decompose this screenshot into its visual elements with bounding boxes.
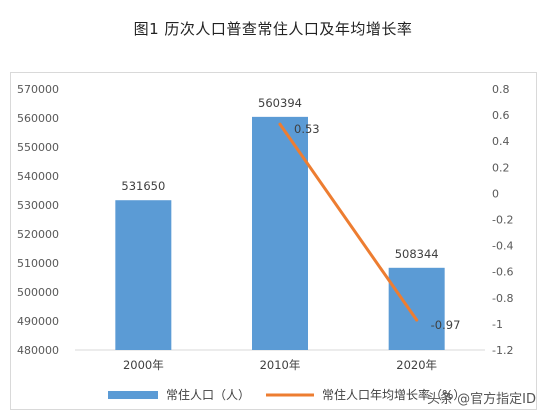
chart-frame <box>10 72 537 410</box>
y-right-tick-label: 0.6 <box>492 109 510 122</box>
watermark: 头条 @官方指定ID <box>427 392 536 407</box>
y-right-tick-label: 0 <box>492 187 499 200</box>
growth-rate-point <box>415 318 419 322</box>
y-left-tick-label: 480000 <box>17 344 59 357</box>
bar-data-label: 508344 <box>395 247 439 261</box>
y-right-tick-label: -0.8 <box>492 292 513 305</box>
y-left-tick-label: 550000 <box>17 141 59 154</box>
bar-data-label: 560394 <box>258 96 302 110</box>
y-right-tick-label: -1.2 <box>492 344 513 357</box>
y-right-tick-label: -0.4 <box>492 240 513 253</box>
growth-rate-line <box>278 122 419 322</box>
y-right-tick-label: 0.4 <box>492 135 510 148</box>
x-tick-label: 2000年 <box>123 358 164 372</box>
y-left-tick-label: 530000 <box>17 199 59 212</box>
y-right-tick-label: -1 <box>492 318 503 331</box>
growth-rate-point <box>278 122 282 126</box>
y-right-tick-label: -0.6 <box>492 266 513 279</box>
x-tick-label: 2010年 <box>260 358 301 372</box>
chart-title: 图1 历次人口普查常住人口及年均增长率 <box>133 20 413 38</box>
x-tick-label: 2020年 <box>396 358 437 372</box>
y-left-tick-label: 570000 <box>17 83 59 96</box>
y-right-tick-label: -0.2 <box>492 214 513 227</box>
legend-bar-swatch <box>108 391 158 399</box>
bar-data-label: 531650 <box>121 179 165 193</box>
y-left-tick-label: 540000 <box>17 170 59 183</box>
y-left-tick-label: 520000 <box>17 228 59 241</box>
bar-2020 <box>388 267 445 350</box>
legend-bar-label: 常住人口（人） <box>166 388 250 402</box>
y-right-tick-label: 0.2 <box>492 161 510 174</box>
y-left-tick-label: 560000 <box>17 112 59 125</box>
legend-line-label: 常住人口年均增长率（%） <box>322 387 465 402</box>
y-right-tick-label: 0.8 <box>492 83 510 96</box>
bar-2010 <box>252 116 308 351</box>
y-left-tick-label: 500000 <box>17 286 59 299</box>
bar-2000 <box>115 200 172 350</box>
y-left-tick-label: 490000 <box>17 315 59 328</box>
growth-rate-data-label: 0.53 <box>294 122 320 136</box>
growth-rate-data-label: -0.97 <box>431 318 461 332</box>
y-left-tick-label: 510000 <box>17 257 59 270</box>
